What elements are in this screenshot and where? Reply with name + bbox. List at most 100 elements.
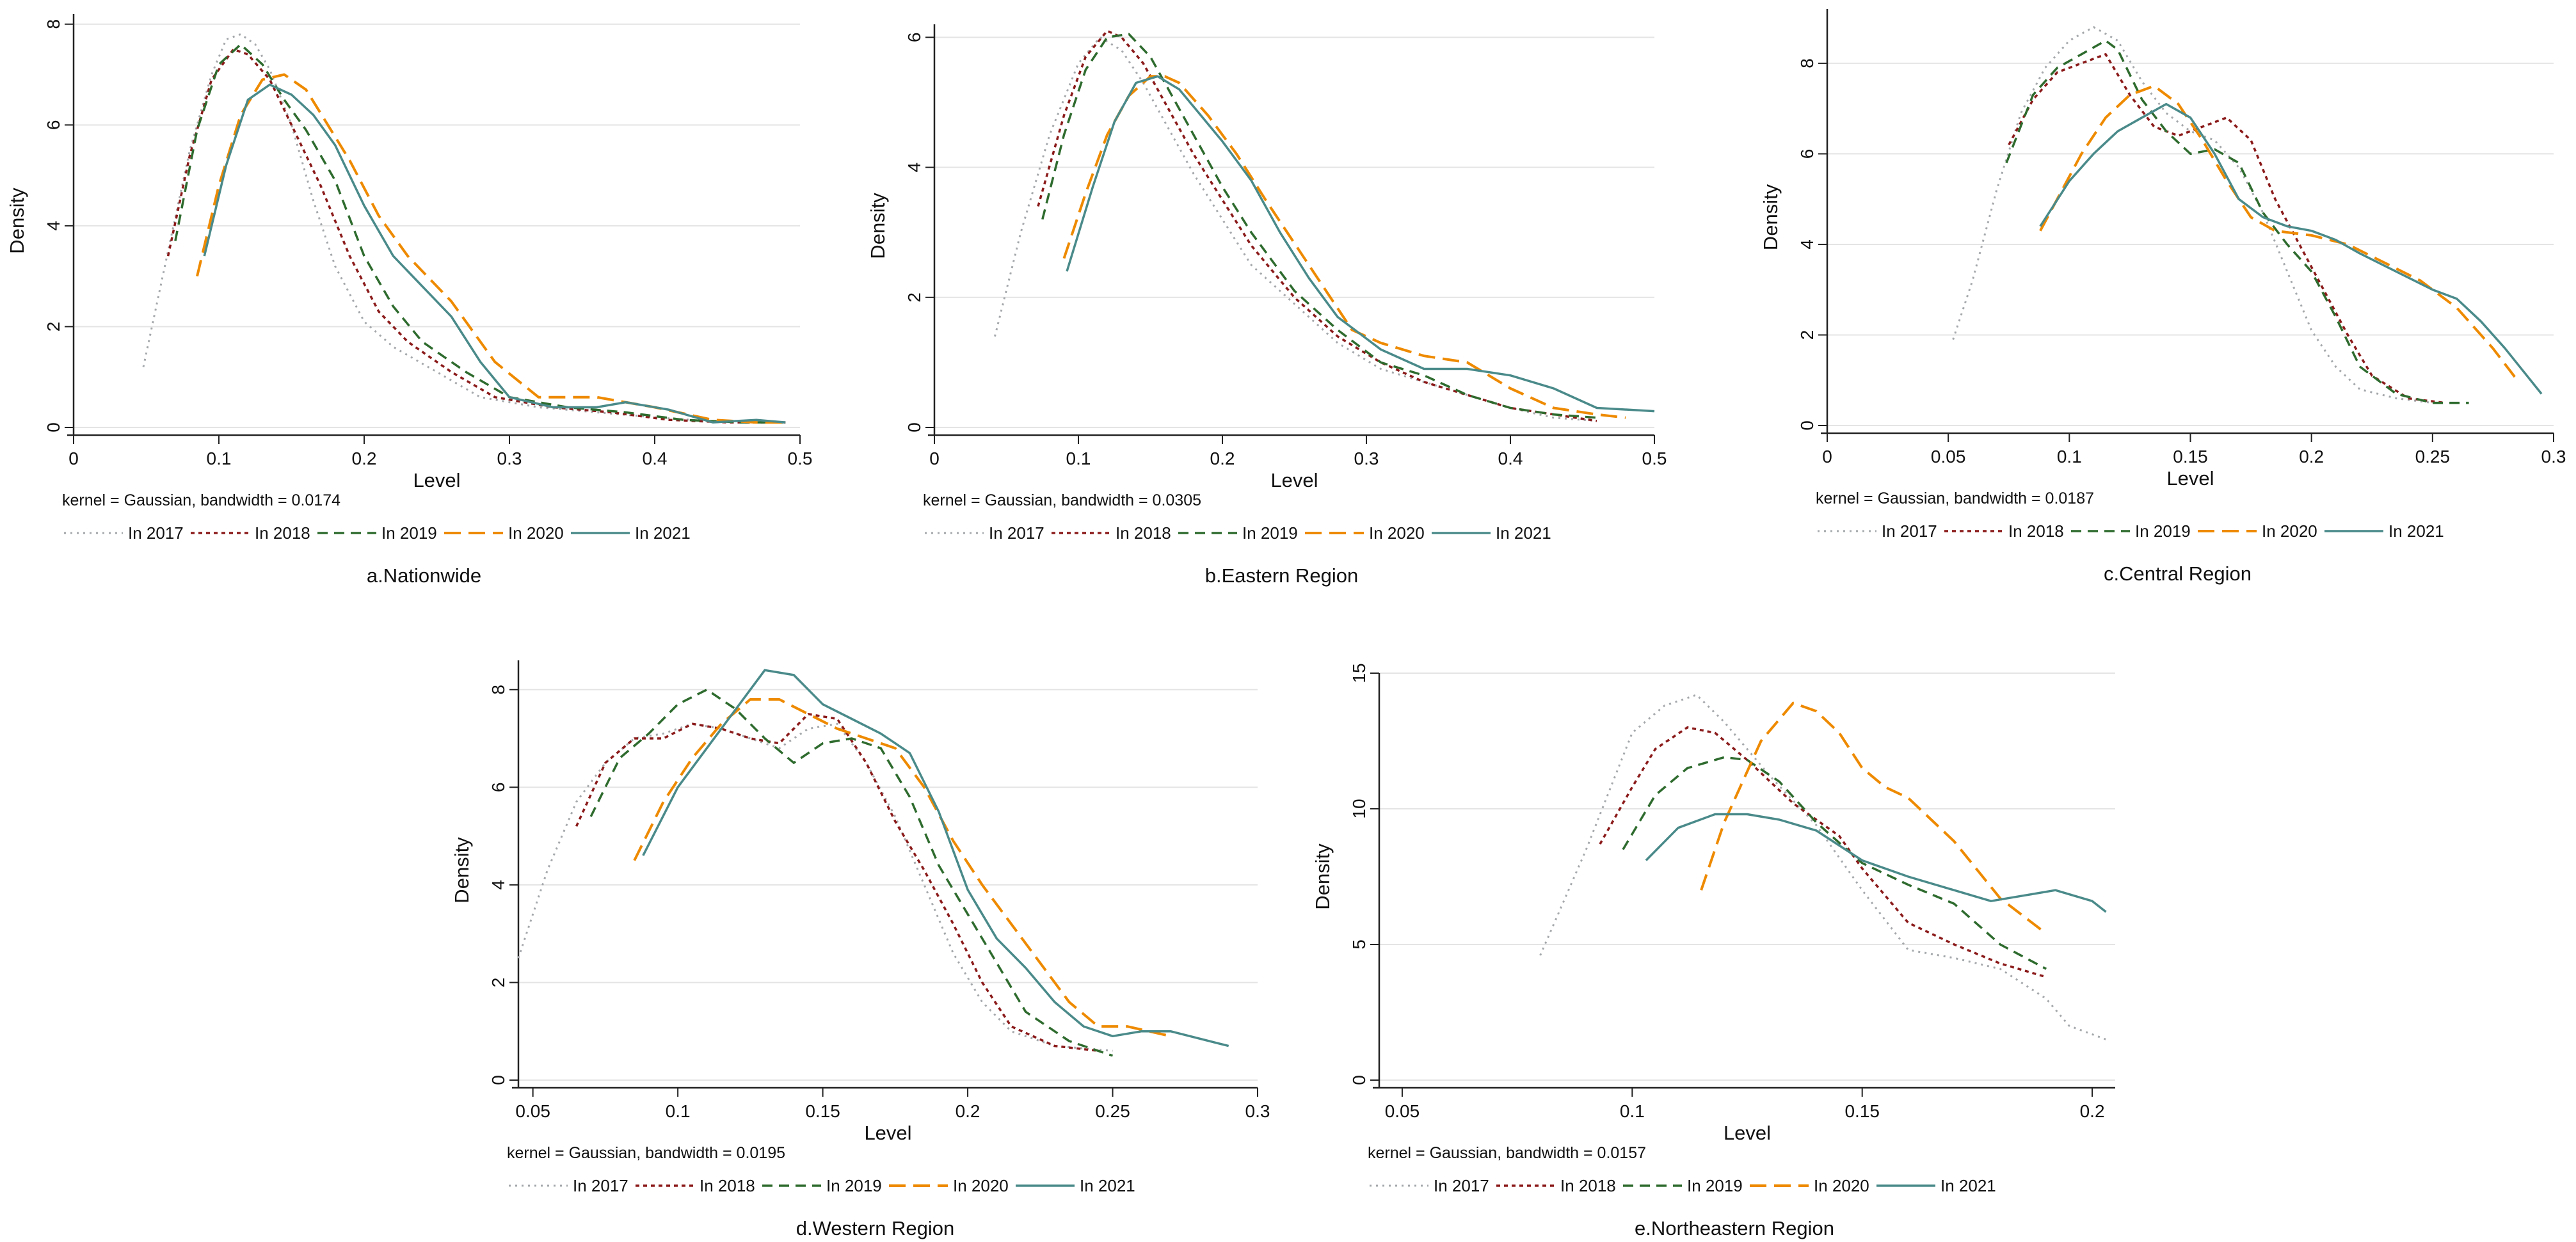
series-line-in-2018: [2008, 53, 2445, 404]
series-line-in-2019: [174, 43, 786, 424]
x-tick-label: 0.2: [956, 1101, 980, 1121]
series-line-in-2020: [196, 73, 786, 424]
legend-label: In 2019: [1242, 523, 1298, 543]
y-tick-label: 6: [488, 783, 508, 793]
legend-label: In 2018: [1560, 1176, 1616, 1195]
series-line-in-2021: [642, 669, 1229, 1047]
y-tick-label: 4: [1797, 239, 1817, 250]
x-tick-label: 0.2: [2299, 447, 2324, 466]
panel-1: 0 2 4 6 8 0 0.1 0.2 0.3 0.4 0.5 Level Density kernel …: [6, 14, 812, 587]
x-axis-title: Level: [864, 1122, 911, 1144]
series-line-in-2019: [589, 689, 1114, 1057]
legend-label: In 2020: [953, 1176, 1009, 1195]
x-tick-label: 0.4: [1498, 449, 1523, 468]
series-line-in-2019: [1041, 33, 1597, 419]
legend-label: In 2019: [2135, 521, 2191, 541]
x-tick-label: 0.2: [352, 449, 377, 468]
legend-label: In 2021: [635, 523, 691, 543]
legend-label: In 2017: [573, 1176, 628, 1195]
legend-label: In 2020: [2262, 521, 2317, 541]
x-tick-label: 0.1: [1066, 449, 1091, 468]
legend-label: In 2017: [1434, 1176, 1489, 1195]
series-line-in-2017: [517, 722, 1113, 1052]
y-tick-label: 6: [44, 120, 63, 131]
x-tick-label: 0.05: [1385, 1101, 1420, 1121]
kernel-note: kernel = Gaussian, bandwidth = 0.0305: [923, 491, 1201, 509]
y-tick-label: 2: [488, 978, 508, 988]
legend-label: In 2021: [2388, 521, 2444, 541]
x-tick-label: 0.3: [497, 449, 522, 468]
y-tick-label: 0: [44, 422, 63, 433]
x-tick-label: 0.2: [1210, 449, 1235, 468]
legend-label: In 2021: [1496, 523, 1551, 543]
legend-label: In 2020: [1814, 1176, 1869, 1195]
legend-label: In 2019: [381, 523, 437, 543]
panel-title: b.Eastern Region: [1205, 564, 1359, 587]
y-axis-title: Density: [867, 193, 889, 259]
x-tick-label: 0.5: [788, 449, 813, 468]
x-tick-label: 0.05: [1931, 447, 1966, 466]
legend-label: In 2021: [1940, 1176, 1996, 1195]
legend-label: In 2017: [1882, 521, 1937, 541]
legend-label: In 2017: [989, 523, 1044, 543]
series-line-in-2020: [1062, 75, 1626, 419]
y-tick-label: 2: [1797, 330, 1817, 340]
x-tick-label: 0: [1822, 447, 1832, 466]
series-line-in-2021: [2039, 102, 2543, 395]
panel-5: 0 5 10 15 0.05 0.1 0.15 0.2 Level Density kernel =…: [1311, 663, 2115, 1239]
x-tick-label: 0: [68, 449, 79, 468]
panel-title: c.Central Region: [2104, 562, 2252, 585]
x-tick-label: 0.1: [2057, 447, 2082, 466]
y-tick-label: 5: [1349, 939, 1369, 950]
x-tick-label: 0.5: [1642, 449, 1667, 468]
legend-label: In 2018: [2008, 521, 2064, 541]
x-axis-title: Level: [1270, 469, 1318, 491]
x-tick-label: 0.2: [2080, 1101, 2105, 1121]
x-tick-label: 0.15: [2173, 447, 2208, 466]
x-tick-label: 0.3: [2541, 447, 2566, 466]
x-axis-title: Level: [2166, 467, 2214, 490]
series-line-in-2021: [1066, 75, 1655, 413]
legend-label: In 2018: [700, 1176, 755, 1195]
x-tick-label: 0: [929, 449, 940, 468]
x-tick-label: 0.1: [666, 1101, 691, 1121]
series-line-in-2018: [1599, 726, 2047, 978]
y-tick-label: 8: [44, 19, 63, 29]
series-line-in-2020: [2039, 84, 2518, 381]
series-line-in-2017: [994, 36, 1597, 422]
panel-title: e.Northeastern Region: [1635, 1217, 1834, 1239]
series-line-in-2020: [633, 698, 1171, 1038]
y-tick-label: 2: [44, 322, 63, 332]
legend-label: In 2018: [255, 523, 310, 543]
series-line-in-2018: [166, 48, 786, 424]
panel-title: d.Western Region: [796, 1217, 955, 1239]
legend-label: In 2021: [1080, 1176, 1135, 1195]
series-line-in-2017: [1539, 694, 2107, 1040]
y-axis-title: Density: [451, 837, 473, 904]
panel-4: 0 2 4 6 8 0.05 0.1 0.15 0.2 0.25 0.3 Level Density ke…: [451, 660, 1270, 1239]
y-axis-title: Density: [6, 187, 28, 254]
x-tick-label: 0.25: [1095, 1101, 1130, 1121]
x-tick-label: 0.25: [2415, 447, 2451, 466]
y-tick-label: 4: [44, 221, 63, 231]
y-tick-label: 0: [1349, 1075, 1369, 1085]
y-tick-label: 4: [488, 880, 508, 890]
x-tick-label: 0.1: [207, 449, 232, 468]
panel-2: 0 2 4 6 0 0.1 0.2 0.3 0.4 0.5 Level Density kernel =…: [867, 24, 1667, 587]
x-tick-label: 0.05: [515, 1101, 550, 1121]
y-tick-label: 8: [488, 685, 508, 695]
kernel-note: kernel = Gaussian, bandwidth = 0.0174: [62, 491, 340, 509]
y-tick-label: 2: [904, 292, 924, 303]
x-tick-label: 0.15: [805, 1101, 840, 1121]
legend-label: In 2020: [1369, 523, 1425, 543]
series-line-in-2020: [1700, 701, 2047, 935]
series-line-in-2019: [2005, 39, 2469, 404]
x-axis-title: Level: [1724, 1122, 1771, 1144]
y-axis-title: Density: [1311, 843, 1334, 910]
series-line-in-2017: [142, 33, 771, 424]
y-tick-label: 0: [1797, 420, 1817, 431]
x-axis-title: Level: [413, 469, 460, 491]
legend-label: In 2017: [128, 523, 184, 543]
kernel-note: kernel = Gaussian, bandwidth = 0.0187: [1816, 490, 2094, 507]
